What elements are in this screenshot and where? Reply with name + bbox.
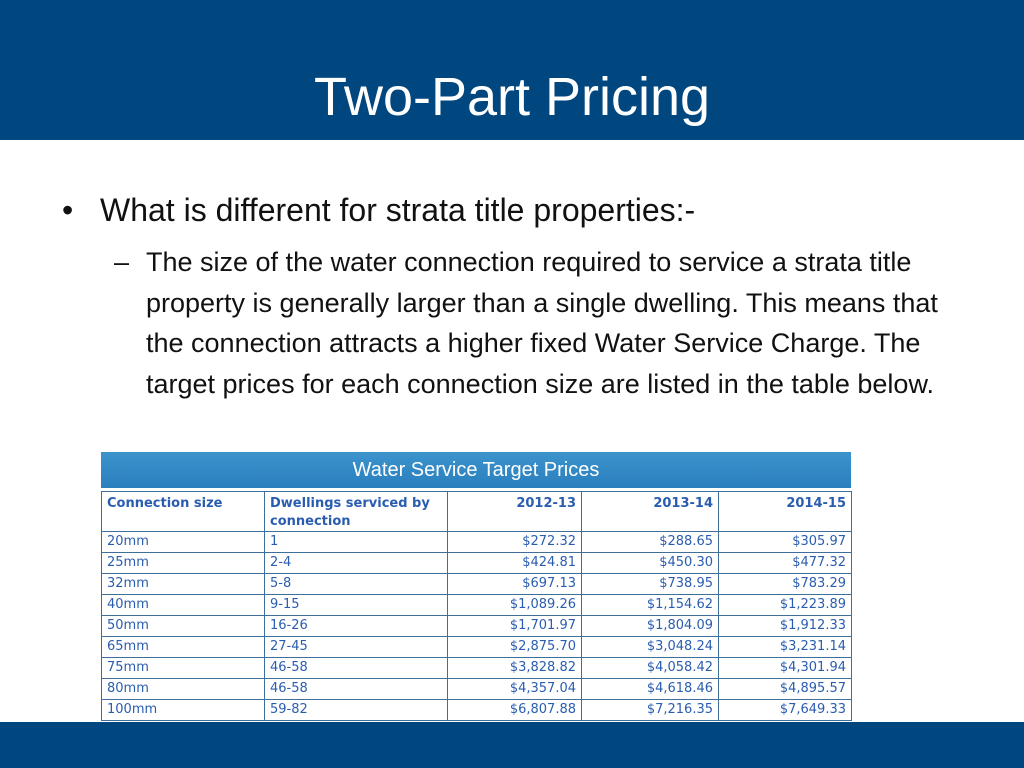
table-header-row: Connection size Dwellings serviced by co… bbox=[101, 491, 852, 532]
cell-connection-size: 25mm bbox=[101, 552, 265, 574]
cell-dwellings: 27-45 bbox=[264, 636, 448, 658]
cell-2013-14: $3,048.24 bbox=[581, 636, 719, 658]
cell-2014-15: $305.97 bbox=[718, 531, 852, 553]
cell-dwellings: 59-82 bbox=[264, 699, 448, 721]
cell-2012-13: $4,357.04 bbox=[447, 678, 582, 700]
cell-2013-14: $7,216.35 bbox=[581, 699, 719, 721]
cell-connection-size: 75mm bbox=[101, 657, 265, 679]
cell-dwellings: 2-4 bbox=[264, 552, 448, 574]
cell-2013-14: $4,618.46 bbox=[581, 678, 719, 700]
table-row: 20mm 1 $272.32 $288.65 $305.97 bbox=[101, 531, 852, 553]
cell-dwellings: 5-8 bbox=[264, 573, 448, 595]
cell-dwellings: 9-15 bbox=[264, 594, 448, 616]
cell-connection-size: 65mm bbox=[101, 636, 265, 658]
cell-connection-size: 20mm bbox=[101, 531, 265, 553]
price-table: Connection size Dwellings serviced by co… bbox=[101, 491, 852, 721]
cell-connection-size: 40mm bbox=[101, 594, 265, 616]
title-bar: Two-Part Pricing bbox=[0, 0, 1024, 140]
cell-2013-14: $288.65 bbox=[581, 531, 719, 553]
bullet-marker: • bbox=[62, 192, 74, 228]
cell-2013-14: $1,154.62 bbox=[581, 594, 719, 616]
header-2014-15: 2014-15 bbox=[718, 491, 852, 532]
price-table-image: Water Service Target Prices Connection s… bbox=[101, 452, 852, 721]
sub-bullet-text: The size of the water connection require… bbox=[146, 247, 938, 399]
header-dwellings: Dwellings serviced by connection bbox=[264, 491, 448, 532]
cell-connection-size: 32mm bbox=[101, 573, 265, 595]
cell-2014-15: $477.32 bbox=[718, 552, 852, 574]
cell-dwellings: 46-58 bbox=[264, 678, 448, 700]
cell-2012-13: $3,828.82 bbox=[447, 657, 582, 679]
cell-2012-13: $2,875.70 bbox=[447, 636, 582, 658]
cell-dwellings: 1 bbox=[264, 531, 448, 553]
cell-2014-15: $3,231.14 bbox=[718, 636, 852, 658]
table-row: 75mm 46-58 $3,828.82 $4,058.42 $4,301.94 bbox=[101, 657, 852, 679]
cell-connection-size: 50mm bbox=[101, 615, 265, 637]
table-row: 100mm 59-82 $6,807.88 $7,216.35 $7,649.33 bbox=[101, 699, 852, 721]
table-row: 50mm 16-26 $1,701.97 $1,804.09 $1,912.33 bbox=[101, 615, 852, 637]
table-body: 20mm 1 $272.32 $288.65 $305.97 25mm 2-4 $424.81… bbox=[101, 531, 852, 721]
cell-2014-15: $4,301.94 bbox=[718, 657, 852, 679]
slide-title: Two-Part Pricing bbox=[313, 67, 711, 127]
cell-2014-15: $783.29 bbox=[718, 573, 852, 595]
cell-2012-13: $6,807.88 bbox=[447, 699, 582, 721]
cell-2013-14: $1,804.09 bbox=[581, 615, 719, 637]
table-caption: Water Service Target Prices bbox=[101, 452, 851, 488]
table-row: 32mm 5-8 $697.13 $738.95 $783.29 bbox=[101, 573, 852, 595]
cell-2012-13: $424.81 bbox=[447, 552, 582, 574]
header-2013-14: 2013-14 bbox=[581, 491, 719, 532]
cell-2014-15: $1,223.89 bbox=[718, 594, 852, 616]
bullet-text: What is different for strata title prope… bbox=[100, 192, 696, 228]
header-2012-13: 2012-13 bbox=[447, 491, 582, 532]
table-row: 65mm 27-45 $2,875.70 $3,048.24 $3,231.14 bbox=[101, 636, 852, 658]
table-row: 80mm 46-58 $4,357.04 $4,618.46 $4,895.57 bbox=[101, 678, 852, 700]
cell-2013-14: $4,058.42 bbox=[581, 657, 719, 679]
header-connection-size: Connection size bbox=[101, 491, 265, 532]
cell-2013-14: $450.30 bbox=[581, 552, 719, 574]
table-row: 25mm 2-4 $424.81 $450.30 $477.32 bbox=[101, 552, 852, 574]
cell-dwellings: 46-58 bbox=[264, 657, 448, 679]
cell-connection-size: 80mm bbox=[101, 678, 265, 700]
cell-2013-14: $738.95 bbox=[581, 573, 719, 595]
cell-2014-15: $7,649.33 bbox=[718, 699, 852, 721]
cell-dwellings: 16-26 bbox=[264, 615, 448, 637]
cell-2012-13: $1,089.26 bbox=[447, 594, 582, 616]
table-row: 40mm 9-15 $1,089.26 $1,154.62 $1,223.89 bbox=[101, 594, 852, 616]
sub-bullet-marker: – bbox=[114, 247, 130, 277]
cell-connection-size: 100mm bbox=[101, 699, 265, 721]
cell-2012-13: $272.32 bbox=[447, 531, 582, 553]
cell-2012-13: $1,701.97 bbox=[447, 615, 582, 637]
footer-bar bbox=[0, 722, 1024, 768]
cell-2014-15: $4,895.57 bbox=[718, 678, 852, 700]
cell-2014-15: $1,912.33 bbox=[718, 615, 852, 637]
cell-2012-13: $697.13 bbox=[447, 573, 582, 595]
